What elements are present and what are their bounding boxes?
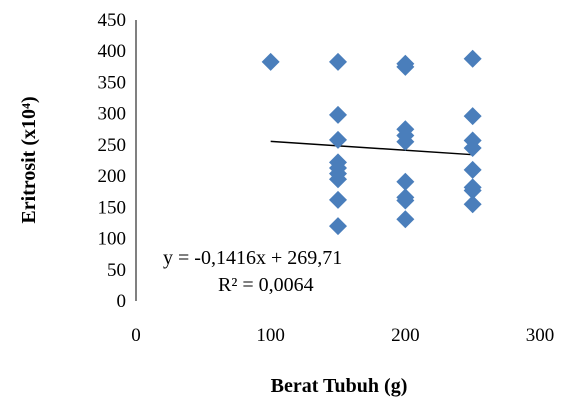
data-point xyxy=(329,105,347,124)
x-axis-title: Berat Tubuh (g) xyxy=(271,375,408,397)
y-tick-label: 100 xyxy=(98,229,127,250)
y-axis-title: Eritrosit (x10⁴) xyxy=(18,96,40,223)
data-point xyxy=(396,172,415,191)
data-points xyxy=(261,49,482,236)
trendline xyxy=(270,140,473,156)
y-tick-label: 350 xyxy=(98,72,127,93)
x-tick-label: 200 xyxy=(391,325,420,346)
x-tick-label: 0 xyxy=(131,325,141,346)
trendline-equation: y = -0,1416x + 269,71 xyxy=(163,247,342,269)
y-tick-label: 300 xyxy=(98,104,127,125)
data-point xyxy=(463,160,482,179)
y-tick-label: 50 xyxy=(107,260,126,281)
y-tick-label: 400 xyxy=(98,41,127,62)
r-squared-label: R² = 0,0064 xyxy=(218,274,314,296)
x-tick-label: 300 xyxy=(526,325,555,346)
data-point xyxy=(463,49,482,68)
y-tick-label: 200 xyxy=(98,166,127,187)
data-point xyxy=(396,132,415,151)
plot-area: 0 50 100 150 200 250 300 350 400 450 0 100 200 300 xyxy=(98,10,555,346)
data-point xyxy=(329,217,347,236)
x-tick-labels: 0 100 200 300 xyxy=(131,325,554,346)
y-tick-label: 0 xyxy=(117,291,127,312)
data-point xyxy=(463,139,482,158)
y-tick-labels: 0 50 100 150 200 250 300 350 400 450 xyxy=(98,10,127,312)
data-point xyxy=(463,195,482,214)
data-point xyxy=(329,52,347,71)
data-point xyxy=(463,107,482,126)
y-tick-label: 150 xyxy=(98,197,127,218)
data-point xyxy=(396,191,415,210)
data-point xyxy=(261,52,280,71)
data-point xyxy=(329,130,347,149)
data-point xyxy=(329,190,347,209)
data-point xyxy=(396,210,415,229)
x-tick-label: 100 xyxy=(256,325,285,346)
data-point xyxy=(396,57,415,76)
data-point xyxy=(463,181,482,200)
y-tick-label: 450 xyxy=(98,10,127,31)
y-tick-label: 250 xyxy=(98,135,127,156)
data-point xyxy=(329,170,347,189)
